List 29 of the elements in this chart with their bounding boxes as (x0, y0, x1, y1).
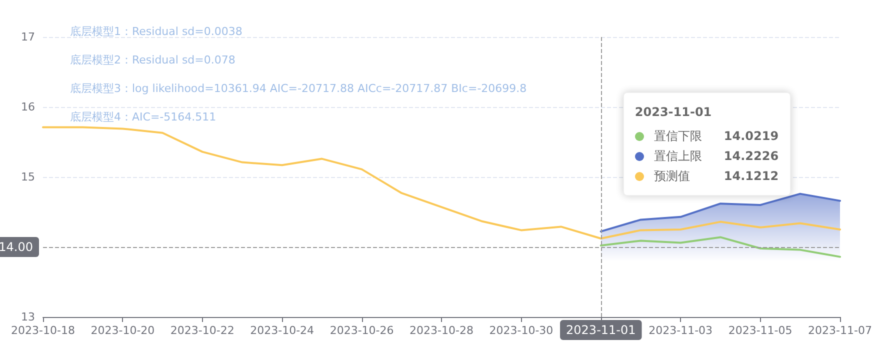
y-tick-label: 13 (21, 310, 35, 324)
annotation: 14.1212 (724, 168, 779, 185)
y-tick-label: 17 (21, 30, 35, 44)
text: 2023-11-01 (634, 105, 712, 119)
legend-label: 预测值 (654, 168, 691, 185)
y-tick-label: 15 (21, 170, 35, 184)
x-tick-label: 2023-10-24 (250, 324, 314, 337)
annotation: 底层模型3：log likelihood=10361.94 AIC=-20717.88 AICc=-20717.87 BIc=-20699.8 (70, 82, 527, 95)
annotation: 底层模型1：Residual sd=0.0038 (70, 25, 242, 38)
annotation: 底层模型2：Residual sd=0.078 (70, 54, 236, 66)
x-tick-label: 2023-11-05 (728, 324, 792, 337)
x-tick-label: 2023-11-07 (808, 324, 872, 337)
x-tick-label: 2023-10-22 (170, 324, 234, 337)
annotation: 14.0219 (724, 128, 779, 145)
y-tick-label: 16 (21, 100, 35, 114)
annotation: 14.2226 (724, 148, 779, 165)
x-tick-label: 2023-10-18 (11, 324, 75, 337)
line-series (600, 236, 841, 258)
x-tick-label: 2023-10-20 (90, 324, 155, 337)
x-tick-label: 2023-10-26 (330, 324, 394, 337)
annotation: 底层模型4：AIC=-5164.511 (70, 110, 216, 124)
legend-label: 置信下限 (654, 128, 703, 145)
x-tick-label: 2023-10-30 (489, 324, 554, 337)
x-tick-label: 2023-10-28 (410, 324, 474, 337)
x-tick-label: 2023-11-03 (648, 324, 713, 337)
ref-line-label: 2023-11-01 (566, 323, 636, 337)
legend-label: 置信上限 (654, 148, 703, 165)
ref-line-label: 14.00 (0, 240, 33, 254)
line-series (42, 126, 841, 240)
